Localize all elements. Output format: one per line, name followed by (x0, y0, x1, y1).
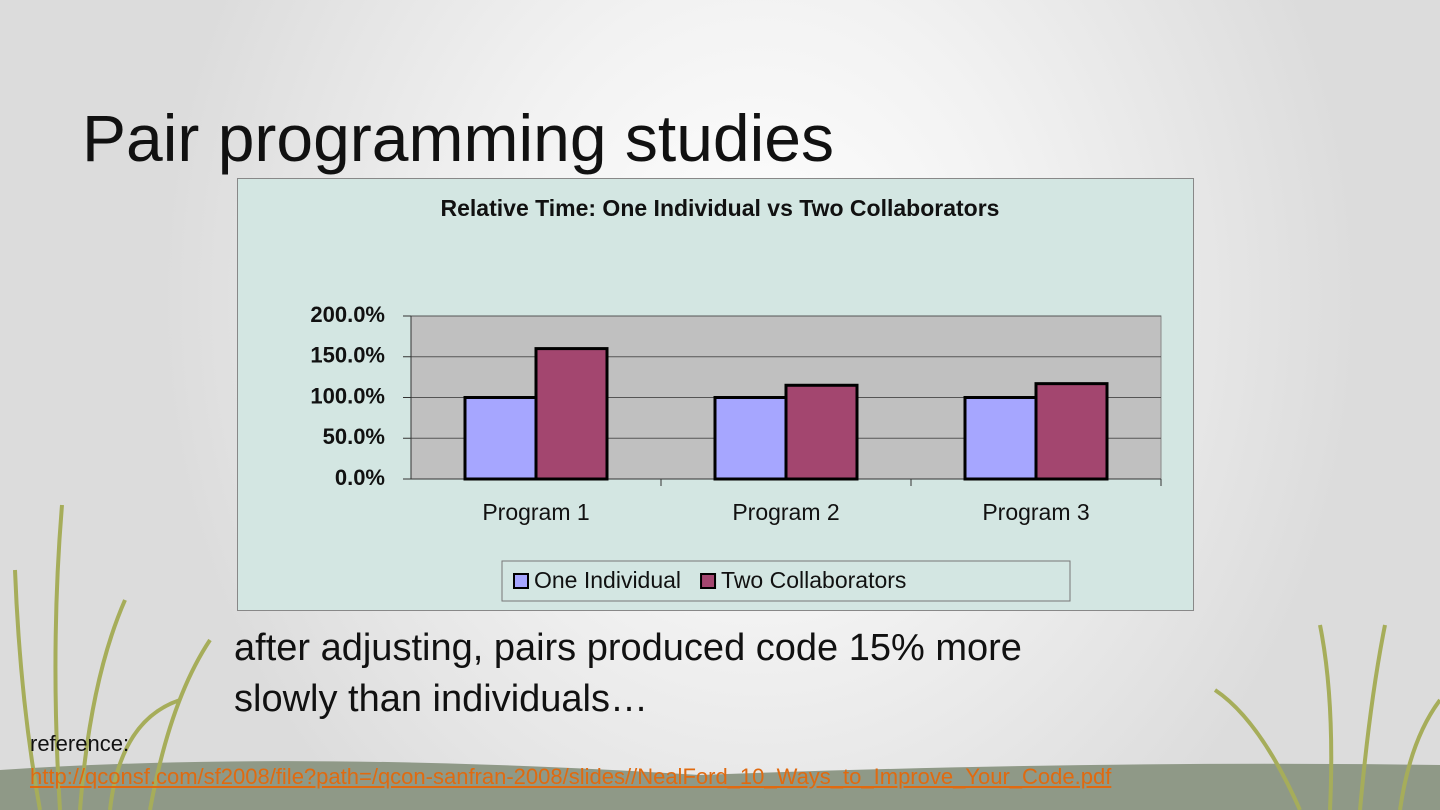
legend (501, 560, 1071, 602)
reference-label: reference: (30, 731, 130, 756)
x-tick-label: Program 1 (482, 499, 589, 525)
y-tick-label: 150.0% (310, 343, 385, 368)
chart: 0.0% 50.0% 100.0% 150.0% 200.0% Program 1 Prog… (310, 302, 1162, 602)
legend-label: One Individual (534, 567, 681, 593)
reference-link[interactable]: http://qconsf.com/sf2008/file?path=/qcon… (30, 764, 1112, 789)
bar (463, 396, 538, 481)
legend-swatch (513, 573, 529, 589)
y-tick-label: 100.0% (310, 383, 385, 408)
bar (784, 383, 859, 481)
bar (713, 396, 788, 481)
y-tick-label: 200.0% (310, 302, 385, 327)
x-tick-label: Program 2 (732, 499, 839, 525)
slide-title: Pair programming studies (82, 101, 834, 175)
chart-title: Relative Time: One Individual vs Two Col… (440, 195, 1000, 221)
legend-swatch (700, 573, 717, 589)
bar (963, 396, 1038, 481)
y-tick-label: 50.0% (323, 424, 385, 449)
x-tick-label: Program 3 (982, 499, 1089, 525)
y-tick-label: 0.0% (335, 465, 385, 490)
legend-label: Two Collaborators (721, 567, 906, 593)
bar (534, 347, 609, 481)
bar (1034, 382, 1109, 481)
caption: after adjusting, pairs produced code 15%… (234, 627, 1022, 720)
